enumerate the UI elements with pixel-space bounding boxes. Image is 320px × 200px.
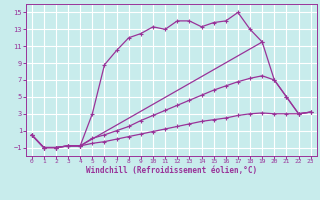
X-axis label: Windchill (Refroidissement éolien,°C): Windchill (Refroidissement éolien,°C): [86, 166, 257, 175]
